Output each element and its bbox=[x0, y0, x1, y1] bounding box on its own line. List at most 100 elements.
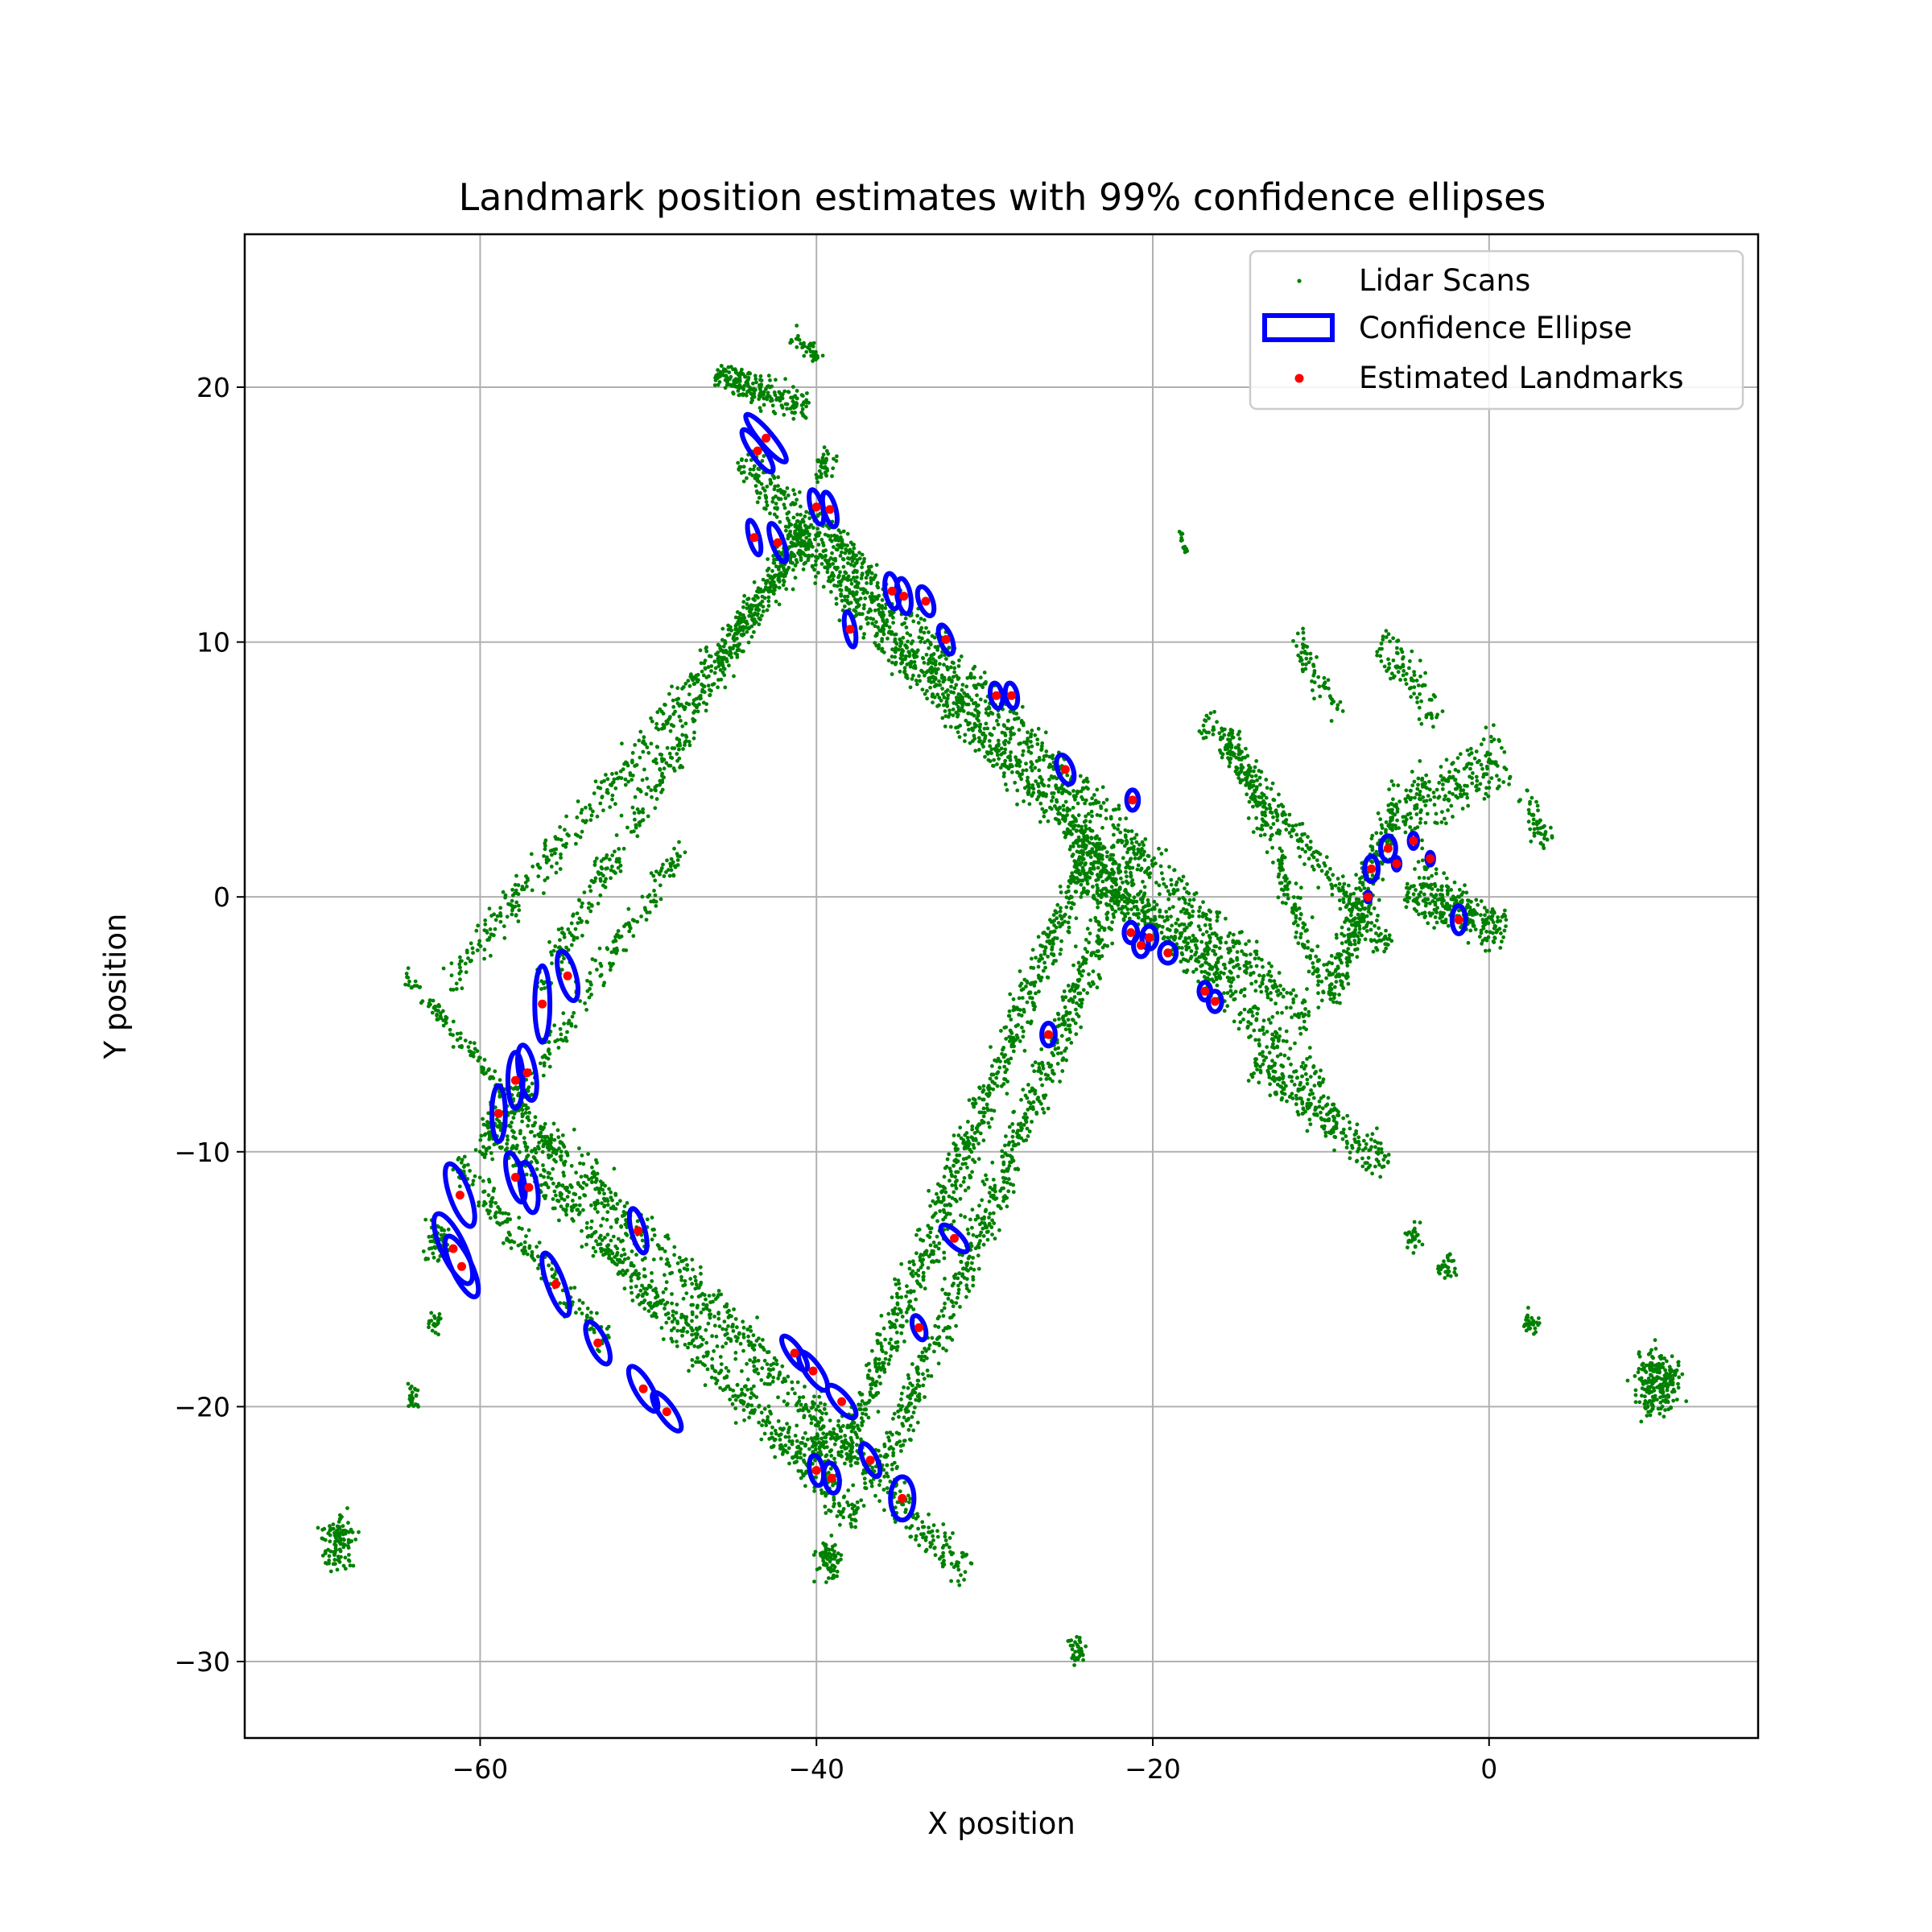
lidar-point bbox=[906, 1493, 910, 1498]
lidar-point bbox=[1282, 1053, 1287, 1058]
lidar-point bbox=[634, 762, 639, 767]
lidar-point bbox=[493, 1201, 498, 1205]
lidar-point bbox=[630, 1290, 634, 1295]
lidar-point bbox=[428, 1002, 432, 1007]
lidar-point bbox=[959, 697, 964, 702]
lidar-point bbox=[533, 1148, 538, 1152]
lidar-point bbox=[753, 598, 757, 602]
lidar-point bbox=[597, 1187, 601, 1192]
lidar-point bbox=[761, 605, 766, 609]
lidar-point bbox=[551, 848, 556, 852]
lidar-point bbox=[1301, 1061, 1305, 1065]
lidar-point bbox=[1020, 996, 1025, 1000]
lidar-point bbox=[618, 863, 623, 868]
lidar-point bbox=[618, 769, 623, 774]
lidar-point bbox=[1070, 871, 1075, 876]
lidar-point bbox=[1035, 737, 1040, 741]
lidar-point bbox=[840, 550, 844, 555]
lidar-point bbox=[772, 586, 777, 591]
lidar-point bbox=[1143, 870, 1147, 874]
lidar-point bbox=[786, 1435, 791, 1439]
lidar-point bbox=[861, 587, 865, 591]
lidar-point bbox=[631, 934, 636, 939]
lidar-point bbox=[477, 1150, 482, 1154]
lidar-point bbox=[1207, 908, 1212, 913]
lidar-point bbox=[1038, 801, 1043, 806]
lidar-point bbox=[1236, 939, 1241, 944]
lidar-point bbox=[996, 738, 1001, 743]
lidar-point bbox=[1194, 891, 1199, 895]
lidar-point bbox=[679, 718, 683, 723]
lidar-point bbox=[404, 972, 409, 976]
lidar-point bbox=[511, 1134, 515, 1139]
lidar-point bbox=[757, 1405, 761, 1409]
lidar-point bbox=[778, 574, 783, 578]
lidar-point bbox=[1014, 716, 1019, 721]
lidar-point bbox=[958, 1196, 963, 1201]
lidar-point bbox=[530, 1123, 535, 1128]
lidar-point bbox=[715, 1344, 720, 1348]
lidar-point bbox=[853, 1525, 857, 1530]
lidar-point bbox=[1282, 987, 1286, 992]
lidar-point bbox=[784, 587, 789, 592]
lidar-point bbox=[514, 888, 518, 893]
lidar-point bbox=[1014, 712, 1019, 716]
lidar-point bbox=[1113, 861, 1118, 865]
lidar-point bbox=[1258, 984, 1262, 989]
lidar-point bbox=[654, 904, 658, 908]
lidar-point bbox=[927, 1525, 931, 1530]
lidar-point bbox=[1068, 832, 1073, 836]
lidar-point bbox=[706, 665, 711, 670]
lidar-point bbox=[602, 1191, 606, 1196]
lidar-point bbox=[630, 1298, 635, 1302]
lidar-point bbox=[970, 726, 974, 731]
lidar-point bbox=[696, 1332, 700, 1337]
lidar-point bbox=[861, 606, 866, 611]
lidar-point bbox=[600, 1247, 604, 1251]
lidar-point bbox=[1129, 837, 1133, 841]
lidar-point bbox=[741, 1408, 746, 1412]
lidar-point bbox=[498, 911, 502, 915]
lidar-point bbox=[694, 1282, 699, 1286]
lidar-point bbox=[1129, 829, 1134, 833]
lidar-point bbox=[530, 1129, 534, 1134]
lidar-point bbox=[940, 687, 944, 691]
lidar-point bbox=[477, 1203, 481, 1208]
lidar-point bbox=[591, 1253, 596, 1258]
lidar-point bbox=[910, 648, 914, 653]
lidar-point bbox=[580, 1245, 584, 1249]
lidar-point bbox=[552, 1023, 557, 1028]
lidar-point bbox=[607, 1253, 612, 1257]
lidar-point bbox=[766, 1367, 771, 1372]
lidar-point bbox=[894, 646, 898, 650]
lidar-point bbox=[566, 947, 571, 952]
lidar-point bbox=[961, 709, 966, 713]
lidar-point bbox=[815, 526, 820, 531]
lidar-point bbox=[943, 1531, 947, 1535]
lidar-point bbox=[836, 1418, 840, 1423]
lidar-point bbox=[578, 1161, 582, 1166]
lidar-point bbox=[1034, 779, 1038, 783]
lidar-point bbox=[687, 743, 692, 748]
lidar-point bbox=[549, 1133, 554, 1137]
lidar-point bbox=[1185, 881, 1189, 886]
lidar-point bbox=[747, 613, 751, 618]
lidar-point bbox=[759, 1437, 764, 1442]
lidar-point bbox=[763, 506, 768, 511]
lidar-point bbox=[489, 1203, 493, 1208]
lidar-point bbox=[796, 526, 800, 531]
lidar-point bbox=[943, 1534, 947, 1539]
lidar-point bbox=[1164, 910, 1169, 914]
lidar-point bbox=[1224, 916, 1228, 921]
lidar-point bbox=[962, 1578, 966, 1582]
lidar-point bbox=[497, 1221, 502, 1226]
lidar-point bbox=[664, 761, 669, 766]
lidar-point bbox=[577, 1146, 581, 1150]
lidar-point bbox=[809, 522, 813, 527]
lidar-point bbox=[902, 657, 906, 662]
lidar-point bbox=[928, 685, 932, 690]
lidar-point bbox=[762, 489, 767, 493]
lidar-point bbox=[1265, 995, 1270, 1000]
lidar-point bbox=[589, 1219, 594, 1224]
lidar-point bbox=[469, 958, 473, 963]
